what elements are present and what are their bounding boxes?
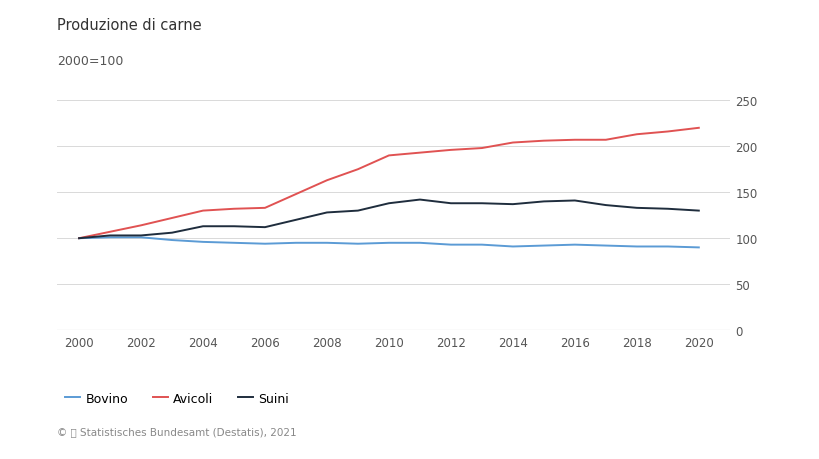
Line: Bovino: Bovino	[79, 238, 698, 248]
Text: Produzione di carne: Produzione di carne	[57, 18, 201, 34]
Text: 2000=100: 2000=100	[57, 55, 124, 68]
Suini	[383, 201, 393, 207]
Avicoli	[631, 132, 641, 138]
Suini	[322, 210, 332, 216]
Line: Avicoli: Avicoli	[79, 129, 698, 239]
Avicoli	[198, 208, 208, 214]
Suini	[477, 201, 486, 207]
Bovino	[600, 243, 610, 249]
Legend: Bovino, Avicoli, Suini: Bovino, Avicoli, Suini	[61, 387, 293, 410]
Suini	[414, 197, 424, 203]
Avicoli	[291, 192, 301, 197]
Bovino	[569, 242, 579, 248]
Bovino	[662, 244, 672, 250]
Bovino	[167, 238, 177, 243]
Bovino	[136, 235, 146, 241]
Suini	[446, 201, 455, 207]
Avicoli	[383, 153, 393, 159]
Avicoli	[600, 138, 610, 143]
Bovino	[631, 244, 641, 250]
Suini	[229, 224, 238, 230]
Bovino	[291, 241, 301, 246]
Avicoli	[229, 207, 238, 212]
Bovino	[198, 240, 208, 245]
Line: Suini: Suini	[79, 200, 698, 239]
Avicoli	[693, 126, 703, 131]
Suini	[693, 208, 703, 214]
Bovino	[74, 236, 84, 241]
Bovino	[446, 242, 455, 248]
Suini	[538, 199, 548, 205]
Bovino	[229, 241, 238, 246]
Bovino	[383, 241, 393, 246]
Avicoli	[136, 223, 146, 229]
Avicoli	[662, 129, 672, 135]
Suini	[353, 208, 363, 214]
Suini	[198, 224, 208, 230]
Suini	[507, 202, 517, 207]
Avicoli	[414, 151, 424, 156]
Suini	[105, 233, 115, 239]
Suini	[600, 203, 610, 208]
Text: © 📊 Statistisches Bundesamt (Destatis), 2021: © 📊 Statistisches Bundesamt (Destatis), …	[57, 426, 296, 436]
Suini	[291, 218, 301, 223]
Avicoli	[538, 139, 548, 144]
Suini	[136, 233, 146, 239]
Avicoli	[477, 146, 486, 151]
Avicoli	[260, 206, 269, 211]
Bovino	[105, 235, 115, 241]
Bovino	[260, 241, 269, 247]
Bovino	[477, 242, 486, 248]
Bovino	[538, 243, 548, 249]
Suini	[260, 225, 269, 230]
Suini	[167, 230, 177, 236]
Avicoli	[353, 167, 363, 173]
Avicoli	[322, 178, 332, 184]
Avicoli	[507, 140, 517, 146]
Avicoli	[105, 230, 115, 235]
Bovino	[414, 241, 424, 246]
Avicoli	[446, 148, 455, 153]
Suini	[569, 198, 579, 204]
Bovino	[507, 244, 517, 250]
Suini	[631, 206, 641, 211]
Avicoli	[74, 236, 84, 241]
Avicoli	[167, 216, 177, 221]
Bovino	[353, 241, 363, 247]
Suini	[74, 236, 84, 241]
Avicoli	[569, 138, 579, 143]
Bovino	[322, 241, 332, 246]
Bovino	[693, 245, 703, 251]
Suini	[662, 207, 672, 212]
